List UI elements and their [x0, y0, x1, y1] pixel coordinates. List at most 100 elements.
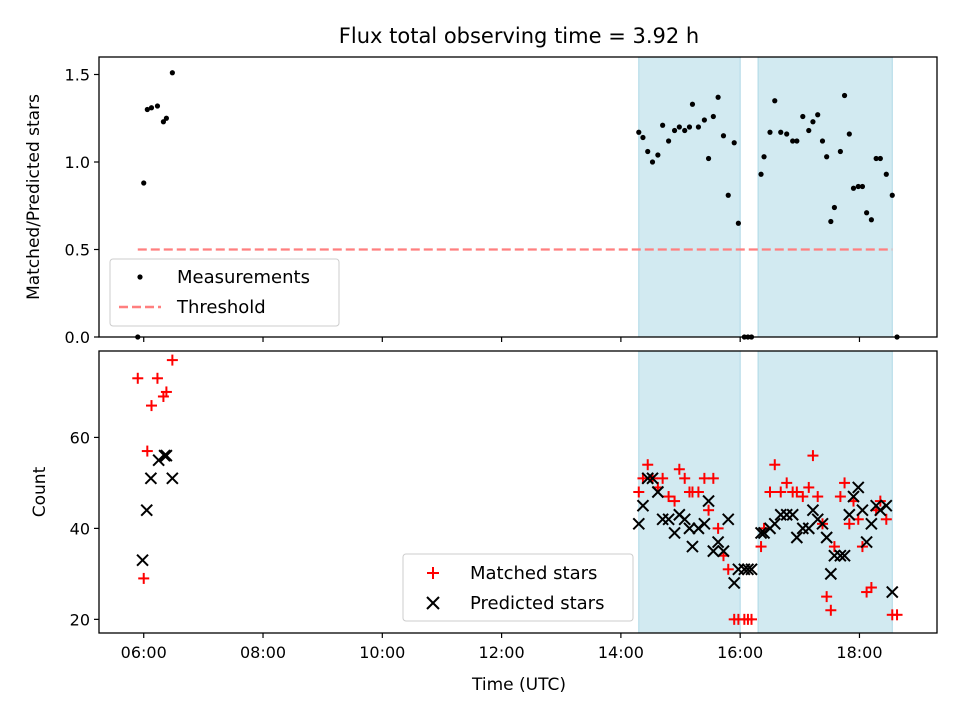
- count-points: [132, 354, 903, 625]
- matched-star-point: [812, 491, 824, 503]
- predicted-x-b: [707, 544, 720, 558]
- measurement-point: [815, 112, 821, 118]
- measurement-point: [873, 155, 879, 162]
- matched-star-point: [669, 495, 681, 507]
- measurement-point: [824, 154, 830, 160]
- predicted-x-b: [152, 453, 165, 467]
- predicted-star-point: [717, 544, 730, 558]
- bottom-y-axis-label: Count: [30, 466, 50, 517]
- measurement-point: [141, 180, 147, 186]
- x-axis-label: Time (UTC): [471, 675, 566, 695]
- bottom-axis-ticks: 06:00 08:00 10:00 12:00 14:00 16:00 18:00 20 40 6…: [70, 428, 883, 662]
- predicted-star-point: [683, 522, 696, 535]
- predicted-star-point: [140, 503, 153, 517]
- legend-predicted-marker: [426, 596, 440, 610]
- x-tick-label: 12:00: [479, 643, 525, 662]
- matched-star-point: [755, 541, 767, 553]
- predicted-x-b: [741, 563, 755, 576]
- predicted-x-b: [160, 449, 173, 462]
- measurement-point: [686, 124, 693, 130]
- predicted-star-point: [816, 517, 829, 531]
- matched-star-point: [663, 491, 675, 503]
- predicted-star-point: [641, 472, 654, 485]
- predicted-x-b: [834, 549, 847, 562]
- y-tick-label: 20: [70, 610, 90, 629]
- measurement-point: [649, 159, 656, 165]
- legend-threshold-label: Threshold: [176, 297, 266, 318]
- predicted-star-point: [728, 576, 741, 590]
- predicted-star-point: [678, 513, 691, 526]
- measurement-point: [877, 155, 883, 162]
- bottom-axes-frame: [98, 350, 938, 634]
- matched-star-point: [712, 522, 724, 534]
- matched-star-point: [746, 613, 758, 625]
- matched-star-point: [839, 477, 851, 489]
- legend-measurements-marker: [137, 274, 143, 280]
- predicted-x-b: [852, 481, 865, 494]
- measurement-point: [720, 133, 727, 139]
- matched-star-point: [803, 481, 815, 493]
- measurement-point: [772, 98, 778, 104]
- predicted-x-b: [722, 513, 735, 526]
- predicted-x-b: [838, 549, 851, 562]
- top-panel: 0.0 0.5 1.0 1.5 Matched/Predicted stars Mea…: [24, 56, 938, 347]
- y-tick-label: 1.0: [65, 153, 90, 172]
- predicted-star-point: [722, 513, 735, 526]
- measurement-point: [735, 220, 741, 226]
- x-tick-label: 14:00: [598, 643, 644, 662]
- predicted-star-point: [820, 531, 833, 544]
- matched-star-point: [141, 445, 153, 457]
- predicted-x-b: [144, 472, 158, 485]
- measurement-point: [828, 218, 834, 225]
- predicted-x-b: [698, 517, 711, 531]
- predicted-x-b: [820, 531, 833, 544]
- predicted-star-point: [865, 517, 878, 531]
- predicted-star-point: [160, 449, 173, 462]
- predicted-x-b: [874, 503, 887, 517]
- predicted-x-b: [728, 576, 741, 590]
- predicted-x-b: [632, 517, 645, 531]
- measurement-point: [794, 138, 800, 144]
- matched-star-point: [151, 372, 163, 384]
- predicted-star-point: [757, 526, 771, 540]
- measurement-point: [864, 210, 870, 216]
- predicted-star-point: [847, 490, 860, 503]
- top-y-axis-label: Matched/Predicted stars: [24, 94, 44, 300]
- matched-star-point: [166, 354, 178, 366]
- matched-star-point: [807, 450, 819, 462]
- measurement-point: [671, 127, 678, 134]
- predicted-star-point: [886, 585, 899, 599]
- measurement-point: [761, 154, 767, 160]
- top-legend-box: [109, 258, 340, 327]
- matched-star-point: [764, 486, 776, 498]
- predicted-star-point: [768, 517, 781, 531]
- predicted-star-point: [843, 508, 856, 521]
- predicted-x-b: [646, 472, 659, 485]
- predicted-star-point: [790, 531, 804, 544]
- predicted-x-b: [806, 503, 820, 517]
- top-shaded-bands: [638, 56, 893, 338]
- measurement-point: [689, 101, 696, 107]
- matched-star-point: [145, 400, 157, 412]
- predicted-star-point: [745, 563, 758, 576]
- top-axis-ticks: 0.0 0.5 1.0 1.5: [65, 66, 861, 347]
- matched-star-point: [825, 604, 837, 616]
- predicted-x-b: [880, 499, 893, 512]
- matched-star-point: [769, 459, 781, 471]
- measurement-point: [784, 131, 790, 137]
- predicted-x-b: [158, 449, 171, 462]
- measurement-point: [725, 192, 731, 198]
- measurement-point: [850, 185, 857, 191]
- predicted-star-point: [646, 472, 659, 485]
- measurement-point: [640, 134, 646, 141]
- predicted-star-point: [636, 499, 650, 512]
- bottom-legend-box: [402, 553, 634, 622]
- measurement-point: [767, 129, 773, 135]
- measurement-point: [160, 119, 167, 125]
- predicted-x-b: [745, 563, 758, 576]
- matched-star-point: [880, 513, 892, 525]
- predicted-x-b: [843, 508, 856, 521]
- matched-star-point: [657, 472, 669, 484]
- predicted-star-point: [707, 544, 720, 558]
